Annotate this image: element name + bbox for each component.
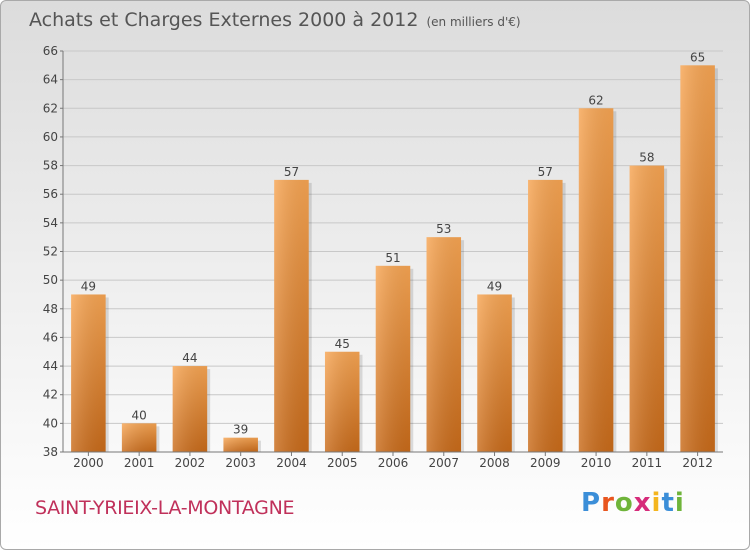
bar-highlight bbox=[172, 366, 208, 452]
bars: 49 40 44 39 57 45 51 53 49 57 62 58 65 bbox=[71, 50, 718, 453]
data-label: 40 bbox=[132, 408, 147, 422]
y-tick-label: 56 bbox=[43, 187, 58, 201]
x-tick-label: 2002 bbox=[175, 456, 206, 470]
y-tick-label: 66 bbox=[43, 44, 58, 58]
data-label: 57 bbox=[538, 165, 553, 179]
brand-letter: i bbox=[651, 488, 662, 518]
bar-highlight bbox=[375, 265, 411, 452]
data-label: 57 bbox=[284, 165, 299, 179]
y-tick-label: 64 bbox=[43, 73, 58, 87]
brand-letter: r bbox=[601, 488, 615, 518]
bar-highlight bbox=[578, 108, 614, 453]
axes: 38 40 42 44 46 48 50 52 54 56 58 60 62 64 66 2000 2001 20… bbox=[43, 44, 723, 470]
y-tick-label: 40 bbox=[43, 416, 58, 430]
x-tick-label: 2011 bbox=[632, 456, 663, 470]
bar-highlight bbox=[528, 179, 563, 452]
y-tick-label: 50 bbox=[43, 273, 58, 287]
y-tick-label: 58 bbox=[43, 159, 58, 173]
y-tick-label: 38 bbox=[43, 445, 58, 459]
x-tick-label: 2004 bbox=[276, 456, 307, 470]
bar-highlight bbox=[121, 423, 157, 452]
x-tick-label: 2008 bbox=[479, 456, 510, 470]
brand-letter: o bbox=[614, 488, 634, 518]
brand-letter: P bbox=[581, 488, 602, 518]
brand-letter: t bbox=[661, 488, 675, 518]
x-tick-label: 2005 bbox=[327, 456, 358, 470]
y-tick-label: 52 bbox=[43, 245, 58, 259]
bar-highlight bbox=[274, 179, 309, 452]
y-tick-label: 44 bbox=[43, 359, 58, 373]
y-tick-label: 42 bbox=[43, 388, 58, 402]
x-tick-label: 2001 bbox=[124, 456, 155, 470]
brand-letter: i bbox=[674, 488, 685, 518]
bar-highlight bbox=[223, 437, 258, 452]
bar-highlight bbox=[680, 65, 715, 453]
data-label: 58 bbox=[639, 151, 654, 165]
data-label: 45 bbox=[335, 337, 350, 351]
chart-unit: (en milliers d'€) bbox=[426, 15, 521, 29]
data-label: 49 bbox=[81, 279, 96, 293]
data-label: 44 bbox=[182, 351, 197, 365]
bar-highlight bbox=[71, 294, 106, 452]
bar-highlight bbox=[426, 237, 462, 452]
commune-name: SAINT-YRIEIX-LA-MONTAGNE bbox=[35, 497, 295, 519]
bar-highlight bbox=[629, 165, 665, 453]
data-label: 65 bbox=[690, 50, 705, 64]
y-tick-label: 54 bbox=[43, 216, 58, 230]
x-tick-label: 2012 bbox=[682, 456, 713, 470]
y-tick-label: 60 bbox=[43, 130, 58, 144]
y-tick-label: 62 bbox=[43, 101, 58, 115]
data-label: 51 bbox=[385, 251, 400, 265]
data-label: 62 bbox=[588, 93, 603, 107]
x-tick-label: 2003 bbox=[225, 456, 256, 470]
data-label: 39 bbox=[233, 423, 248, 437]
chart-title-text: Achats et Charges Externes 2000 à 2012 bbox=[29, 9, 419, 31]
x-tick-label: 2010 bbox=[581, 456, 612, 470]
x-tick-label: 2009 bbox=[530, 456, 561, 470]
x-tick-label: 2000 bbox=[73, 456, 104, 470]
x-tick-label: 2007 bbox=[428, 456, 459, 470]
bar-highlight bbox=[477, 294, 512, 452]
bar-highlight bbox=[324, 351, 360, 452]
chart-title: Achats et Charges Externes 2000 à 2012 (e… bbox=[29, 9, 521, 31]
y-tick-label: 48 bbox=[43, 302, 58, 316]
data-label: 53 bbox=[436, 222, 451, 236]
data-label: 49 bbox=[487, 279, 502, 293]
brand-letter: x bbox=[633, 488, 652, 518]
proxiti-logo[interactable]: Proxiti bbox=[581, 488, 685, 518]
x-tick-label: 2006 bbox=[378, 456, 409, 470]
y-tick-label: 46 bbox=[43, 330, 58, 344]
